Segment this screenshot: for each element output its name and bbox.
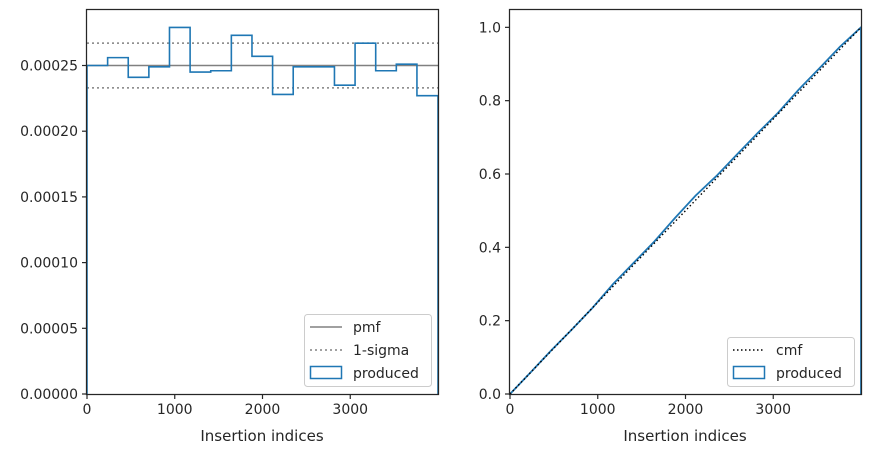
left-x-tick-label: 3000 xyxy=(332,402,368,418)
right-legend: cmf produced xyxy=(727,337,855,387)
produced-histogram-step xyxy=(86,26,439,394)
right-x-tick-label: 0 xyxy=(506,402,515,418)
right-y-tick-label: 0.6 xyxy=(479,167,501,183)
left-x-tick-label: 2000 xyxy=(245,402,281,418)
legend-produced-swatch xyxy=(732,365,766,380)
left-y-tick-label: 0.00020 xyxy=(20,124,78,140)
right-plot-frame xyxy=(508,8,863,396)
right-y-tick-label: 0.8 xyxy=(479,94,501,110)
legend-produced-label: produced xyxy=(776,366,842,382)
left-y-tick-label: 0.00025 xyxy=(20,59,78,75)
left-y-ticks: 0.00000 0.00005 0.00010 0.00015 0.00020 0.000… xyxy=(20,59,87,403)
right-x-ticks: 0 1000 2000 3000 xyxy=(506,394,791,418)
right-x-tick-label: 1000 xyxy=(580,402,616,418)
left-x-ticks: 0 1000 2000 3000 xyxy=(83,394,368,418)
left-x-axis-label: Insertion indices xyxy=(200,427,323,445)
legend-sigma-label: 1-sigma xyxy=(353,343,409,359)
right-y-tick-label: 1.0 xyxy=(479,20,501,36)
left-y-tick-label: 0.00010 xyxy=(20,256,78,272)
legend-produced-swatch xyxy=(309,365,343,380)
left-legend: pmf 1-sigma produced xyxy=(304,314,432,387)
histogram-marks xyxy=(86,26,439,394)
right-x-axis-label: Insertion indices xyxy=(623,427,746,445)
right-y-ticks: 0.0 0.2 0.4 0.6 0.8 1.0 xyxy=(479,20,510,403)
histogram-panel: 0 1000 2000 3000 0.000000.000050.000100.000… xyxy=(20,8,440,445)
right-x-tick-label: 2000 xyxy=(668,402,704,418)
legend-cmf-label: cmf xyxy=(776,343,803,359)
right-y-tick-label: 0.2 xyxy=(479,314,501,330)
left-y-tick-label: 0.00015 xyxy=(20,190,78,206)
left-x-tick-label: 1000 xyxy=(157,402,193,418)
left-x-tick-label: 0 xyxy=(83,402,92,418)
right-x-tick-label: 3000 xyxy=(755,402,791,418)
legend-pmf-label: pmf xyxy=(353,320,382,336)
left-y-tick-label: 0.00000 xyxy=(20,387,78,403)
cumulative-panel: 0 1000 2000 3000 0.0 0.2 0.4 0.6 0.8 1.0 Inserti… xyxy=(479,8,863,445)
right-y-tick-label: 0.4 xyxy=(479,240,501,256)
right-legend-box xyxy=(727,337,855,387)
left-y-tick-label: 0.00005 xyxy=(20,321,78,337)
right-y-tick-label: 0.0 xyxy=(479,387,501,403)
cumulative-marks xyxy=(509,25,862,395)
cmf-line xyxy=(509,26,862,395)
legend-produced-label: produced xyxy=(353,366,419,382)
left-legend-box xyxy=(304,314,432,387)
